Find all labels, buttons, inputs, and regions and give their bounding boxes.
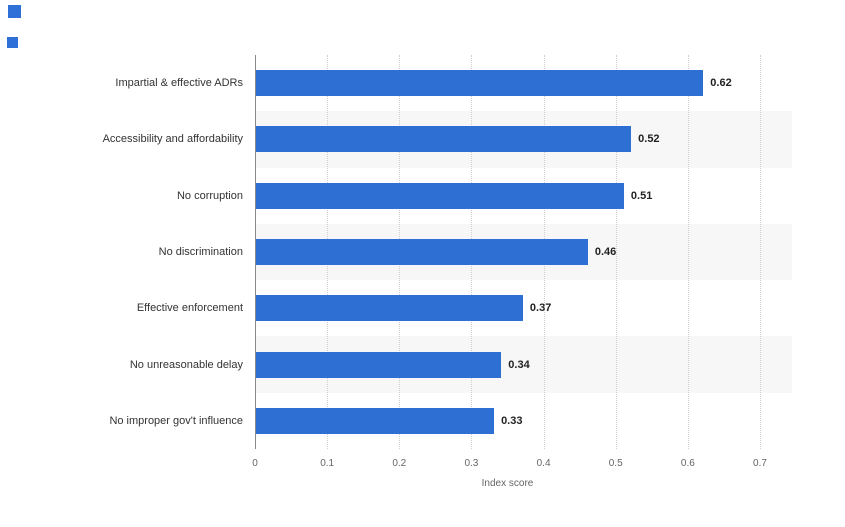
value-label: 0.37 bbox=[529, 302, 552, 315]
value-label: 0.33 bbox=[501, 414, 523, 427]
value-label: 0.52 bbox=[638, 133, 660, 146]
bar bbox=[256, 126, 632, 153]
tick-label: 0.4 bbox=[536, 458, 551, 469]
category-label: Effective enforcement bbox=[136, 302, 243, 315]
category-label: No unreasonable delay bbox=[129, 358, 243, 371]
category-label: No discrimination bbox=[158, 246, 243, 258]
value-label: 0.51 bbox=[630, 189, 653, 202]
bar bbox=[256, 407, 495, 434]
category-label: No corruption bbox=[176, 189, 243, 202]
blue-square-icon bbox=[8, 5, 21, 18]
blue-square-icon bbox=[7, 37, 18, 48]
category-label: Impartial & effective ADRs bbox=[115, 77, 243, 90]
tick-label: 0 bbox=[252, 458, 258, 469]
bar bbox=[256, 351, 502, 378]
tick-label: 0.5 bbox=[608, 458, 623, 469]
tick-label: 0.7 bbox=[753, 458, 767, 469]
value-label: 0.34 bbox=[508, 358, 530, 371]
y-axis-line bbox=[255, 55, 256, 449]
tick-label: 0.6 bbox=[680, 458, 695, 469]
tick-label: 0.1 bbox=[320, 458, 335, 469]
value-label: 0.62 bbox=[710, 77, 732, 90]
gridline bbox=[615, 55, 617, 449]
category-label: No improper gov't influence bbox=[109, 414, 243, 427]
tick-label: 0.3 bbox=[464, 458, 479, 469]
bar bbox=[256, 182, 624, 209]
bar bbox=[256, 295, 523, 322]
value-label: 0.46 bbox=[594, 246, 617, 258]
x-axis-label: Index score bbox=[481, 478, 534, 489]
category-label: Accessibility and affordability bbox=[102, 133, 243, 146]
bar bbox=[256, 70, 704, 97]
gridline bbox=[687, 55, 689, 449]
tick-label: 0.2 bbox=[392, 458, 407, 469]
gridline bbox=[760, 55, 761, 449]
bar bbox=[256, 239, 588, 265]
